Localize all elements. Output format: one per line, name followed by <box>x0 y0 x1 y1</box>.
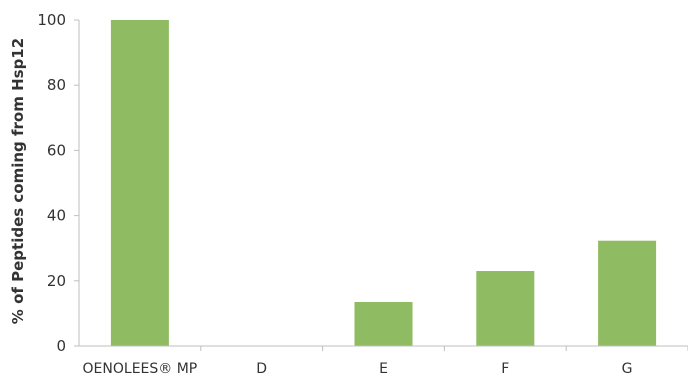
y-tick-label: 60 <box>47 141 66 159</box>
x-tick-label: G <box>622 361 633 377</box>
x-tick-label: OENOLEES® MP <box>83 361 198 377</box>
y-tick-label: 40 <box>47 207 66 225</box>
y-axis-label: % of Peptides coming from Hsp12 <box>9 38 27 324</box>
bar-1 <box>110 20 169 346</box>
bars-layer <box>110 20 657 346</box>
x-tick-labels: OENOLEES® MP D E F G <box>83 346 688 377</box>
y-tick-label: 0 <box>56 337 66 355</box>
x-tick-label: E <box>379 361 388 377</box>
bar-3 <box>354 301 413 346</box>
y-tick-label: 100 <box>37 11 66 29</box>
axes-layer <box>78 20 688 347</box>
y-tick-label: 80 <box>47 76 66 94</box>
x-tick-label: F <box>501 361 509 377</box>
y-tick-labels: 0 20 40 60 80 100 <box>37 11 79 355</box>
bar-5 <box>598 240 657 346</box>
bar-4 <box>476 271 535 346</box>
x-tick-label: D <box>256 361 267 377</box>
y-tick-label: 20 <box>47 272 66 290</box>
